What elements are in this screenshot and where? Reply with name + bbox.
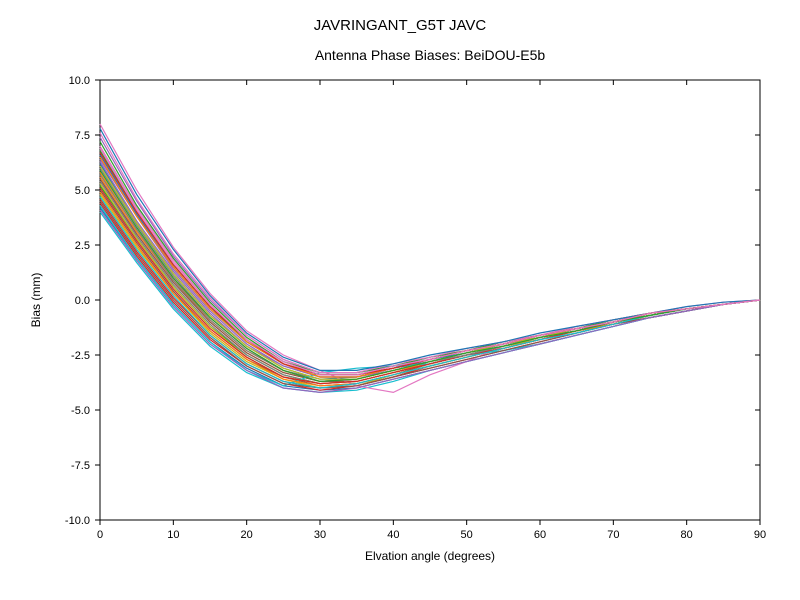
series-line xyxy=(100,166,760,379)
x-tick-label: 80 xyxy=(681,529,693,541)
y-tick-label: -2.5 xyxy=(71,350,90,362)
y-tick-label: -7.5 xyxy=(71,460,90,472)
series-line xyxy=(100,168,760,379)
x-tick-label: 90 xyxy=(754,529,766,541)
series-line xyxy=(100,183,760,383)
series-line xyxy=(100,153,760,375)
y-tick-label: 5.0 xyxy=(75,185,90,197)
x-tick-label: 20 xyxy=(241,529,253,541)
x-axis-label: Elvation angle (degrees) xyxy=(365,549,495,563)
series-line xyxy=(100,146,760,375)
series-line xyxy=(100,137,760,372)
series-line xyxy=(100,155,760,377)
series-line xyxy=(100,164,760,380)
series-line xyxy=(100,170,760,381)
series-line xyxy=(100,133,760,373)
chart-container: JAVRINGANT_G5T JAVC Antenna Phase Biases… xyxy=(0,0,800,600)
series-group xyxy=(100,124,760,392)
series-line xyxy=(100,148,760,375)
chart-svg: JAVRINGANT_G5T JAVC Antenna Phase Biases… xyxy=(0,0,800,600)
series-line xyxy=(100,159,760,377)
y-tick-label: 7.5 xyxy=(75,130,90,142)
y-tick-label: -10.0 xyxy=(65,515,90,527)
series-line xyxy=(100,157,760,377)
series-line xyxy=(100,161,760,377)
series-line xyxy=(100,188,760,384)
x-tick-label: 40 xyxy=(387,529,399,541)
x-tick-label: 60 xyxy=(534,529,546,541)
y-axis-label: Bias (mm) xyxy=(29,273,43,328)
y-tick-label: 10.0 xyxy=(69,75,90,87)
x-tick-label: 50 xyxy=(461,529,473,541)
y-tick-label: 2.5 xyxy=(75,240,90,252)
series-line xyxy=(100,175,760,382)
x-tick-label: 0 xyxy=(97,529,103,541)
x-tick-label: 30 xyxy=(314,529,326,541)
chart-title: Antenna Phase Biases: BeiDOU-E5b xyxy=(315,47,546,63)
y-tick-label: 0.0 xyxy=(75,295,90,307)
y-tick-label: -5.0 xyxy=(71,405,90,417)
x-tick-label: 70 xyxy=(607,529,619,541)
chart-suptitle: JAVRINGANT_G5T JAVC xyxy=(314,17,487,34)
series-line xyxy=(100,128,760,370)
series-line xyxy=(100,142,760,373)
series-line xyxy=(100,124,760,392)
series-line xyxy=(100,150,760,374)
series-line xyxy=(100,172,760,381)
series-line xyxy=(100,190,760,386)
x-tick-label: 10 xyxy=(167,529,179,541)
